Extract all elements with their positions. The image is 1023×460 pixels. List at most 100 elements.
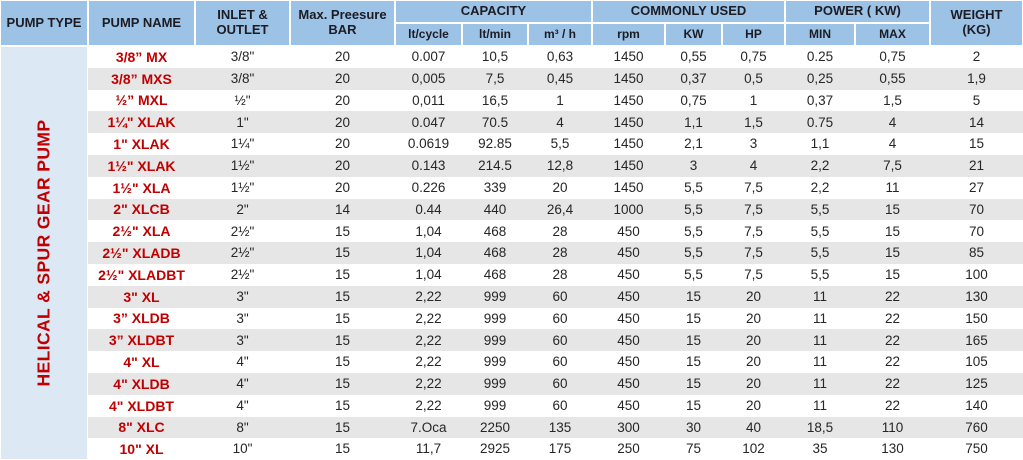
cell-power-min: 0,37 — [806, 92, 834, 108]
cell-lt-min: 10,5 — [481, 49, 509, 65]
table-row: 3/8” MXS 3/8" 20 0,005 7,5 0,45 1450 0,3… — [88, 67, 1023, 90]
cell-inlet-outlet: 3/8" — [230, 70, 255, 86]
cell-m3-h: 60 — [552, 288, 568, 304]
cell-kw: 0,75 — [680, 92, 707, 108]
cell-weight: 27 — [968, 179, 985, 195]
cell-pump-name: 2" XLCB — [113, 201, 170, 218]
cell-lt-min: 999 — [483, 376, 507, 392]
cell-max-pressure: 20 — [334, 179, 351, 195]
cell-kw: 15 — [685, 397, 702, 413]
cell-inlet-outlet: 4" — [236, 397, 249, 413]
cell-lt-cycle: 1,04 — [415, 267, 442, 283]
cell-rpm: 450 — [617, 223, 640, 239]
cell-hp: 3 — [749, 136, 758, 152]
cell-pump-name: 1¼" XLAK — [107, 114, 176, 131]
cell-max-pressure: 15 — [334, 419, 351, 435]
header-inlet-outlet: INLET & OUTLET — [195, 0, 290, 46]
cell-lt-cycle: 0.047 — [411, 114, 446, 130]
cell-weight: 15 — [968, 136, 985, 152]
cell-rpm: 1450 — [613, 49, 644, 65]
cell-rpm: 450 — [617, 310, 640, 326]
cell-pump-name: 4" XL — [123, 354, 160, 371]
cell-max-pressure: 20 — [334, 70, 351, 86]
cell-power-min: 11 — [812, 310, 827, 326]
table-row: 3” XLDB 3" 15 2,22 999 60 450 15 20 11 2… — [88, 307, 1023, 330]
cell-hp: 20 — [745, 354, 762, 370]
cell-inlet-outlet: 4" — [236, 376, 249, 392]
cell-hp: 7,5 — [744, 267, 763, 283]
cell-pump-name: 1½" XLAK — [107, 157, 176, 174]
cell-pump-name: 3" XL — [123, 288, 160, 305]
cell-lt-cycle: 0.226 — [411, 179, 446, 195]
table-row: 2½" XLADB 2½" 15 1,04 468 28 450 5,5 7,5… — [88, 242, 1023, 264]
cell-power-min: 5,5 — [810, 223, 830, 239]
cell-inlet-outlet: 3/8" — [230, 49, 255, 65]
cell-kw: 1,1 — [684, 114, 703, 130]
cell-power-max: 130 — [881, 441, 904, 457]
cell-weight: 1,9 — [967, 70, 986, 86]
table-row: 4" XL 4" 15 2,22 999 60 450 15 20 11 22 … — [88, 351, 1023, 373]
cell-lt-cycle: 0,005 — [411, 70, 446, 86]
table-row: 8" XLC 8" 15 7.Oca 2250 135 300 30 40 18… — [88, 416, 1023, 439]
cell-inlet-outlet: 4" — [236, 354, 249, 370]
cell-pump-name: 2½" XLADBT — [98, 266, 185, 283]
cell-power-min: 5,5 — [810, 267, 830, 283]
cell-power-max: 22 — [884, 288, 901, 304]
table-row: 2½" XLADBT 2½" 15 1,04 468 28 450 5,5 7,… — [88, 263, 1023, 286]
cell-kw: 5,5 — [684, 267, 703, 283]
cell-hp: 102 — [742, 441, 765, 457]
header-m3-h: m³ / h — [528, 23, 592, 46]
header-kw: KW — [665, 23, 722, 46]
table-header: PUMP TYPE PUMP NAME INLET & OUTLET Max. … — [0, 0, 1023, 46]
cell-inlet-outlet: ½" — [234, 92, 251, 108]
cell-m3-h: 175 — [548, 441, 572, 457]
header-weight-kg: WEIGHT (KG) — [930, 0, 1023, 46]
cell-pump-name: 3” XLDB — [113, 310, 170, 327]
cell-max-pressure: 20 — [334, 92, 351, 108]
cell-hp: 7,5 — [744, 179, 763, 195]
cell-lt-cycle: 2,22 — [415, 397, 442, 413]
cell-pump-name: 2½" XLA — [112, 223, 171, 240]
cell-hp: 0,75 — [740, 49, 767, 65]
cell-power-max: 1,5 — [883, 92, 902, 108]
table-body: HELICAL & SPUR GEAR PUMP 3/8” MX 3/8" 20… — [0, 46, 1023, 460]
cell-rpm: 450 — [617, 267, 640, 283]
cell-power-max: 22 — [884, 354, 901, 370]
cell-hp: 20 — [745, 288, 762, 304]
cell-lt-cycle: 11,7 — [415, 441, 442, 457]
table-row: 1½" XLA 1½" 20 0.226 339 20 1450 5,5 7,5… — [88, 176, 1023, 199]
cell-pump-name: 4" XLDB — [113, 375, 170, 392]
pump-type-vertical-label: HELICAL & SPUR GEAR PUMP — [33, 119, 54, 387]
cell-weight: 100 — [965, 267, 988, 283]
cell-hp: 20 — [745, 310, 762, 326]
table-row: 3” XLDBT 3" 15 2,22 999 60 450 15 20 11 … — [88, 329, 1023, 352]
cell-max-pressure: 15 — [334, 223, 351, 239]
table-row: 3" XL 3" 15 2,22 999 60 450 15 20 11 22 … — [88, 285, 1023, 308]
cell-hp: 4 — [749, 158, 758, 174]
cell-hp: 20 — [745, 332, 762, 348]
cell-kw: 0,55 — [680, 49, 707, 65]
cell-pump-name: 1" XLAK — [113, 136, 170, 153]
cell-kw: 0,37 — [680, 70, 707, 86]
cell-power-max: 22 — [884, 332, 901, 348]
table-row: 4" XLDB 4" 15 2,22 999 60 450 15 20 11 2… — [88, 372, 1023, 395]
cell-m3-h: 1 — [556, 92, 564, 108]
cell-m3-h: 28 — [552, 223, 568, 239]
cell-m3-h: 5,5 — [550, 136, 570, 152]
cell-lt-min: 440 — [483, 201, 507, 217]
cell-power-min: 0.75 — [806, 114, 834, 130]
cell-inlet-outlet: 1" — [236, 114, 249, 130]
cell-rpm: 450 — [617, 288, 640, 304]
cell-power-min: 11 — [812, 397, 827, 413]
cell-kw: 3 — [689, 158, 698, 174]
cell-power-min: 1,1 — [810, 136, 830, 152]
cell-hp: 1,5 — [744, 114, 763, 130]
cell-m3-h: 60 — [552, 354, 568, 370]
cell-pump-name: 8" XLC — [118, 419, 165, 436]
cell-power-min: 11 — [812, 376, 827, 392]
cell-inlet-outlet: 8" — [236, 419, 249, 435]
cell-power-max: 11 — [885, 179, 900, 195]
cell-hp: 0,5 — [744, 70, 763, 86]
table-row: 3/8” MX 3/8" 20 0.007 10,5 0,63 1450 0,5… — [88, 46, 1023, 68]
table-row: 10" XL 10" 15 11,7 2925 175 250 75 102 3… — [88, 438, 1023, 460]
